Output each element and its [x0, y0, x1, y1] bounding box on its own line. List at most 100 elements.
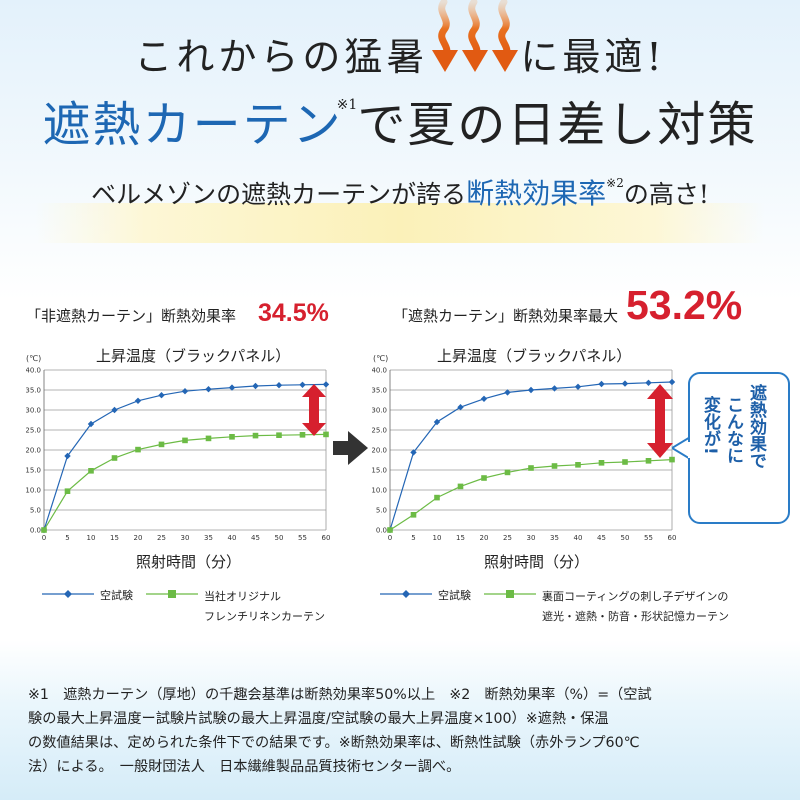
right-efficiency-value: 53.2%: [626, 282, 743, 328]
right-legend-series-2: 裏面コーティングの刺し子デザインの 遮光・遮熱・防音・形状記憶カーテン: [542, 590, 729, 623]
data-point: [205, 386, 212, 393]
right-temperature-chart: 0.0 5.0 10.0 15.0 20.0 25.0 30.0 35.0 40.0 0 5 10 15…: [372, 367, 677, 543]
data-point: [669, 456, 675, 463]
footnote-line-1: ※1 遮熱カーテン（厚地）の千趣会基準は断熱効果率50%以上 ※2 断熱効果率（…: [28, 687, 652, 703]
series-line-1: [43, 383, 327, 531]
y-tick-label: 25.0: [372, 427, 387, 435]
x-tick-label: 0: [42, 534, 46, 542]
left-legend-marker-green: [146, 590, 198, 598]
x-tick-label: 5: [65, 534, 69, 542]
data-point: [504, 389, 511, 396]
y-tick-label: 15.0: [372, 467, 387, 475]
left-efficiency-value: 34.5%: [258, 299, 329, 327]
subheadline-part1: ベルメゾンの遮熱カーテンが誇る: [91, 180, 467, 209]
data-point: [575, 462, 581, 468]
y-tick-label: 35.0: [372, 387, 387, 395]
data-point: [528, 465, 534, 471]
left-temperature-chart: 0.0 5.0 10.0 15.0 20.0 25.0 30.0 35.0 40.0 0 5 10 15…: [26, 367, 331, 543]
subheadline-blue-text: 断熱効果率: [466, 177, 607, 210]
x-tick-label: 45: [597, 534, 606, 542]
data-point: [433, 418, 441, 426]
x-tick-label: 15: [456, 534, 465, 542]
footnote-line-4: 法）による。 一般財団法人 日本繊維製品品質技術センター調べ。: [28, 759, 461, 775]
data-point: [135, 446, 141, 453]
y-tick-label: 20.0: [372, 447, 387, 455]
left-efficiency-label: 「非遮熱カーテン」断熱効果率: [26, 307, 237, 325]
data-point: [481, 475, 487, 481]
headline-line1-part2: に最適!: [520, 35, 666, 79]
x-tick-label: 40: [228, 534, 237, 542]
data-point: [158, 392, 165, 399]
y-tick-label: 35.0: [26, 387, 41, 395]
right-legend-marker-green: [484, 590, 536, 598]
callout-line-2: こんなに: [723, 396, 743, 464]
footnote-line-3: の数値結果は、定められた条件下での結果です。※断熱効果率は、断熱性試験（赤外ラン…: [28, 735, 640, 751]
data-point: [322, 381, 330, 388]
data-point: [598, 460, 605, 466]
headline-line2-rest: で夏の日差し対策: [357, 97, 758, 153]
data-point: [645, 458, 652, 464]
y-tick-label: 30.0: [372, 407, 387, 415]
x-tick-label: 25: [503, 534, 512, 542]
right-legend-series-1: 空試験: [438, 589, 471, 602]
data-point: [182, 437, 188, 444]
headline-line1: これからの猛暑 に最適!: [0, 26, 800, 81]
x-tick-label: 0: [388, 534, 392, 542]
data-point: [252, 382, 259, 390]
y-tick-label: 15.0: [26, 467, 41, 475]
data-point: [598, 380, 605, 388]
x-tick-label: 60: [668, 534, 677, 542]
headline-blue-text: 遮熱カーテン: [42, 97, 343, 153]
callout-line-1: 遮熱効果で: [746, 384, 766, 469]
x-tick-label: 10: [87, 534, 96, 542]
data-point: [410, 512, 417, 518]
footer-background: [0, 640, 800, 800]
right-chart-title: 上昇温度（ブラックパネル）: [437, 347, 632, 365]
subheadline-part2: の高さ!: [623, 180, 709, 209]
right-difference-arrow-icon: [647, 384, 673, 458]
footnote-line-2: 験の最大上昇温度ー試験片試験の最大上昇温度/空試験の最大上昇温度×100）※遮熱…: [28, 711, 609, 727]
x-tick-label: 50: [621, 534, 630, 542]
data-point: [87, 420, 95, 428]
transition-arrow-icon: [333, 431, 368, 465]
data-point: [551, 463, 558, 469]
x-tick-label: 35: [204, 534, 213, 542]
x-tick-label: 60: [322, 534, 331, 542]
left-difference-arrow-icon: [302, 384, 326, 436]
callout-pointer: [672, 436, 692, 460]
data-point: [205, 435, 212, 442]
y-tick-label: 5.0: [30, 507, 41, 515]
y-tick-label: 40.0: [372, 367, 387, 375]
data-point: [299, 381, 306, 388]
data-point: [181, 388, 189, 395]
data-point: [134, 397, 142, 404]
data-point: [527, 386, 535, 394]
data-point: [480, 395, 488, 402]
data-point: [457, 483, 464, 490]
right-chart-unit: (℃): [373, 354, 389, 363]
y-tick-label: 0.0: [30, 527, 41, 535]
left-chart-title: 上昇温度（ブラックパネル）: [96, 347, 291, 365]
x-tick-label: 30: [181, 534, 190, 542]
data-point: [41, 527, 47, 533]
right-legend-marker-blue: [380, 590, 432, 598]
data-point: [299, 432, 306, 438]
left-legend-marker-blue: [42, 590, 94, 598]
left-x-axis-label: 照射時間（分）: [136, 553, 242, 571]
data-point: [88, 468, 94, 474]
data-point: [410, 449, 417, 456]
data-point: [645, 379, 652, 386]
x-tick-label: 10: [433, 534, 442, 542]
data-point: [622, 459, 628, 465]
data-point: [668, 378, 676, 386]
x-tick-label: 20: [134, 534, 143, 542]
data-point: [252, 432, 259, 439]
data-point: [551, 385, 558, 392]
data-point: [387, 527, 393, 533]
data-point: [111, 455, 118, 461]
data-point: [111, 406, 118, 414]
data-point: [504, 469, 511, 476]
x-tick-label: 55: [644, 534, 653, 542]
y-tick-label: 25.0: [26, 427, 41, 435]
x-tick-label: 40: [574, 534, 583, 542]
